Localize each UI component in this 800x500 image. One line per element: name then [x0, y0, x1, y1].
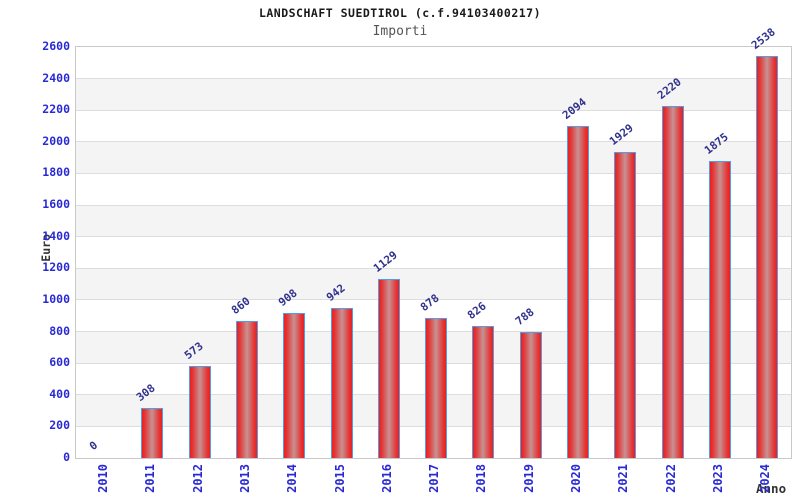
- bar-value-label: 0: [86, 438, 101, 453]
- x-tick-label-2022: 2022: [663, 464, 678, 493]
- x-tick-label-2012: 2012: [190, 464, 205, 493]
- bar-value-label: 1875: [701, 130, 731, 157]
- bar-value-label: 573: [181, 339, 206, 363]
- y-tick-label: 2000: [42, 133, 70, 148]
- bar-2011: [141, 408, 164, 458]
- bar-value-label: 308: [134, 381, 158, 405]
- x-tick-label-2011: 2011: [143, 464, 158, 493]
- bar-2016: [377, 278, 400, 458]
- y-tick-label: 0: [63, 450, 70, 464]
- y-tick-label: 2200: [42, 102, 70, 117]
- bar-2015: [330, 308, 353, 458]
- x-tick-label-2019: 2019: [521, 464, 536, 493]
- y-tick-label: 2600: [42, 39, 70, 53]
- bar-2014: [283, 313, 306, 458]
- x-tick-label-2014: 2014: [285, 464, 300, 493]
- x-tick-label-2016: 2016: [379, 464, 394, 493]
- bar-value-label: 908: [276, 286, 300, 310]
- bar-2022: [661, 106, 684, 458]
- y-tick-label: 1400: [42, 228, 70, 243]
- x-tick-label-2017: 2017: [427, 464, 442, 493]
- gridline: [76, 204, 791, 206]
- gridline: [76, 267, 791, 269]
- bar-value-label: 860: [228, 294, 253, 318]
- gridline: [76, 172, 791, 174]
- x-tick-label-2010: 2010: [96, 464, 110, 493]
- gridline: [76, 141, 791, 143]
- bar-2017: [425, 318, 448, 458]
- bar-2019: [519, 332, 542, 458]
- y-tick-label: 1200: [42, 260, 70, 275]
- bar-value-label: 826: [465, 299, 490, 323]
- x-tick-label-2015: 2015: [332, 464, 347, 493]
- y-tick-label: 1800: [42, 165, 70, 180]
- bar-value-label: 878: [418, 291, 442, 315]
- x-tick-label-2018: 2018: [474, 464, 489, 493]
- gridline: [76, 78, 791, 80]
- bar-value-label: 788: [512, 305, 537, 329]
- plot-area: 0 308 573 860 908 942 1129 878 826 788 2094 1929 222…: [75, 25, 792, 459]
- bar-value-label: 2220: [654, 75, 684, 103]
- y-tick-label: 1000: [42, 291, 70, 306]
- bar-2013: [235, 321, 258, 458]
- chart-title: LANDSCHAFT SUEDTIROL (c.f.94103400217): [258, 6, 542, 20]
- y-tick-label: 600: [49, 355, 70, 370]
- bar-value-label: 942: [323, 281, 348, 305]
- y-tick-label: 200: [49, 418, 70, 433]
- bar-value-label: 1129: [370, 247, 400, 275]
- x-tick-label-2021: 2021: [616, 464, 631, 493]
- bar-value-label: 2094: [559, 95, 589, 122]
- bar-2023: [708, 160, 731, 458]
- y-tick-label: 1600: [42, 197, 70, 212]
- bar-2021: [614, 152, 637, 458]
- x-tick-label-2020: 2020: [569, 464, 583, 493]
- bar-value-label: 1929: [607, 121, 637, 149]
- bar-2020: [567, 126, 589, 458]
- y-tick-label: 800: [49, 323, 70, 338]
- bar-2012: [188, 366, 211, 458]
- bar-2024: [756, 55, 779, 458]
- chart-subtitle: Importi: [372, 24, 428, 39]
- y-tick-label: 400: [49, 386, 70, 401]
- gridline: [76, 299, 791, 301]
- x-tick-label-2013: 2013: [237, 464, 252, 493]
- y-tick-label: 2400: [42, 70, 70, 85]
- x-axis-title: Anno: [756, 481, 787, 496]
- x-tick-label-2024: 2024: [758, 464, 773, 493]
- bar-2018: [472, 326, 495, 458]
- gridline: [76, 109, 791, 111]
- gridline: [76, 236, 791, 238]
- x-tick-label-2023: 2023: [710, 464, 725, 493]
